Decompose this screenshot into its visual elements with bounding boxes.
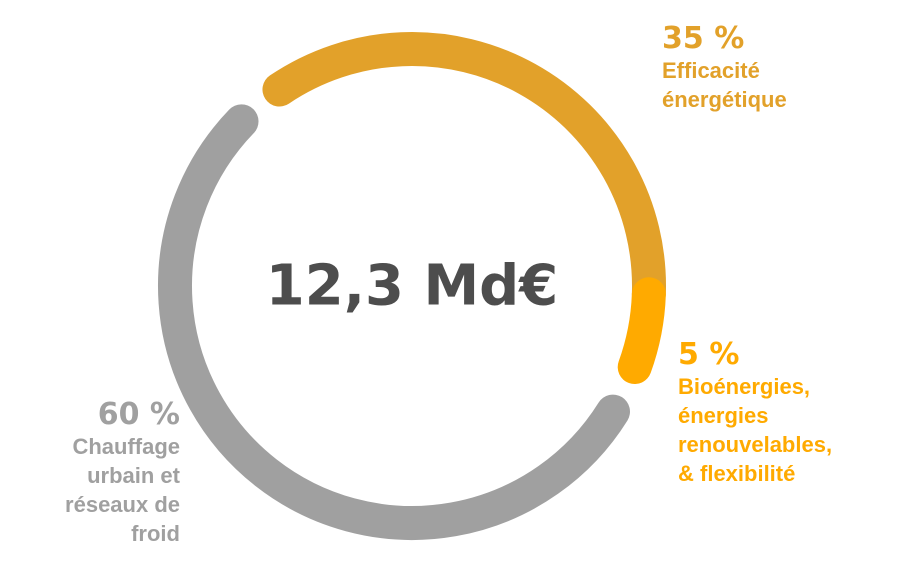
donut-slice-energy-efficiency: [262, 32, 666, 312]
slice-label-district-heating: 60 % Chauffage urbain et réseaux de froi…: [65, 398, 180, 548]
slice-desc-line: réseaux de: [65, 492, 180, 517]
donut-slice-bioenergies: [617, 277, 666, 385]
slice-label-energy-efficiency: 35 % Efficacité énergétique: [662, 22, 787, 114]
slice-desc-line: énergétique: [662, 87, 787, 112]
slice-desc-line: renouvelables,: [678, 432, 833, 457]
slice-desc-line: Bioénergies,: [678, 374, 811, 399]
slice-desc-line: Chauffage: [72, 434, 180, 459]
slice-percent-bioenergies: 5 %: [678, 337, 740, 372]
slice-desc-line: Efficacité: [662, 58, 760, 83]
slice-desc-line: froid: [131, 521, 180, 546]
center-total-label: 12,3 Md€: [265, 253, 559, 319]
slice-percent-energy-efficiency: 35 %: [662, 21, 745, 56]
slice-label-bioenergies: 5 % Bioénergies, énergies renouvelables,…: [678, 338, 832, 488]
slice-percent-district-heating: 60 %: [97, 397, 180, 432]
donut-slice-district-heating: [158, 104, 630, 540]
slice-desc-line: & flexibilité: [678, 461, 796, 486]
slice-desc-line: urbain et: [87, 463, 180, 488]
slice-desc-line: énergies: [678, 403, 769, 428]
